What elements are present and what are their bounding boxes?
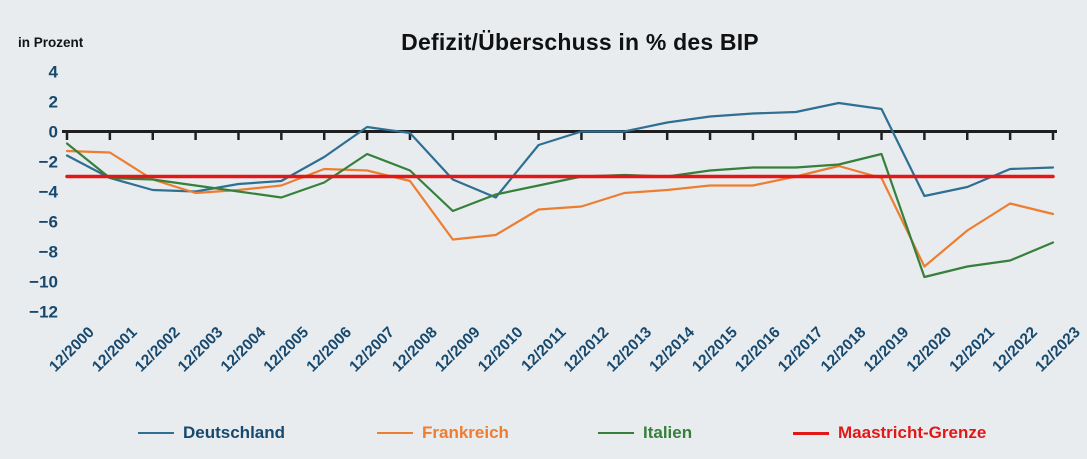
x-tick-label: 12/2019: [861, 324, 913, 376]
x-tick-label: 12/2006: [303, 324, 355, 376]
y-tick-label: −10: [29, 273, 58, 292]
y-tick-label: −12: [29, 303, 58, 322]
y-tick-label: −2: [39, 153, 58, 172]
legend-item-frankreich: Frankreich: [377, 423, 509, 443]
x-tick-label: 12/2017: [775, 324, 827, 376]
x-tick-label: 12/2014: [646, 324, 698, 376]
x-tick-label: 12/2023: [1032, 324, 1084, 376]
y-tick-label: 0: [49, 123, 58, 142]
x-tick-label: 12/2012: [561, 324, 613, 376]
series-line-italien: [65, 142, 1055, 279]
frankreich-line-swatch: [377, 432, 413, 434]
x-tick-label: 12/2001: [89, 324, 141, 376]
deutschland-line-swatch: [138, 432, 174, 434]
legend-label: Frankreich: [422, 423, 509, 442]
series-line-frankreich: [65, 149, 1055, 268]
x-tick-label: 12/2005: [261, 324, 313, 376]
y-tick-label: 4: [49, 63, 59, 82]
x-tick-label: 12/2020: [904, 324, 956, 376]
legend-label: Italien: [643, 423, 693, 442]
y-axis-unit-label: in Prozent: [18, 35, 84, 50]
x-tick-label: 12/2022: [989, 324, 1041, 376]
y-tick-label: −4: [39, 183, 59, 202]
x-tick-label: 12/2011: [518, 324, 569, 375]
legend-item-italien: Italien: [598, 423, 692, 443]
chart-title: Defizit/Überschuss in % des BIP: [401, 29, 759, 55]
y-tick-label: 2: [49, 93, 58, 112]
x-tick-label: 12/2008: [389, 324, 441, 376]
maastricht-grenze-line-swatch: [793, 431, 829, 435]
italien-line-swatch: [598, 432, 634, 434]
x-tick-label: 12/2009: [432, 324, 484, 376]
legend-item-maastricht-grenze: Maastricht-Grenze: [793, 423, 986, 443]
x-tick-label: 12/2015: [689, 324, 741, 376]
legend-item-deutschland: Deutschland: [138, 423, 285, 443]
x-tick-label: 12/2003: [175, 324, 227, 376]
x-tick-label: 12/2004: [218, 324, 270, 376]
series-line-deutschland: [65, 101, 1055, 199]
legend-label: Deutschland: [183, 423, 286, 442]
line-chart: 420−2−4−6−8−10−1212/200012/200112/200212…: [29, 63, 1084, 376]
y-tick-label: −6: [39, 213, 58, 232]
legend-label: Maastricht-Grenze: [838, 423, 987, 442]
x-tick-label: 12/2016: [732, 324, 784, 376]
x-tick-label: 12/2007: [346, 324, 398, 376]
x-tick-label: 12/2002: [132, 324, 184, 376]
x-tick-label: 12/2021: [946, 324, 998, 376]
x-tick-label: 12/2018: [818, 324, 870, 376]
x-tick-label: 12/2000: [46, 324, 98, 376]
x-tick-label: 12/2013: [603, 324, 655, 376]
chart-legend: Deutschland Frankreich Italien Maastrich…: [0, 423, 1087, 445]
x-tick-label: 12/2010: [475, 324, 527, 376]
y-tick-label: −8: [39, 243, 58, 262]
